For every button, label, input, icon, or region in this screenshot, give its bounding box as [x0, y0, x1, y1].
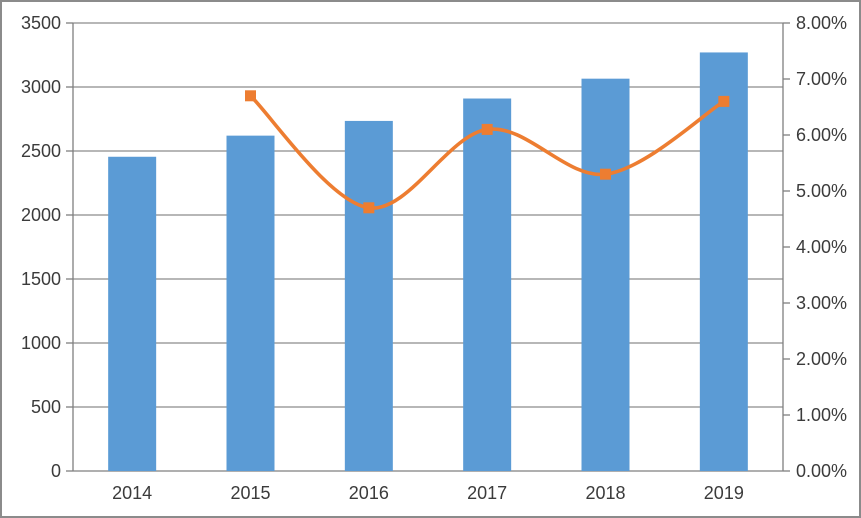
- bar: [108, 156, 157, 471]
- bar: [581, 78, 630, 472]
- right-axis-tick-label: 6.00%: [796, 125, 847, 145]
- right-axis-tick-label: 2.00%: [796, 349, 847, 369]
- left-axis-tick-label: 1500: [21, 269, 61, 289]
- left-axis-tick-label: 3000: [21, 77, 61, 97]
- left-axis-tick-label: 2000: [21, 205, 61, 225]
- x-axis-category-label: 2017: [467, 483, 507, 503]
- line-marker: [481, 123, 493, 135]
- line-marker: [363, 202, 375, 214]
- x-axis-category-label: 2015: [230, 483, 270, 503]
- left-axis-tick-label: 1000: [21, 333, 61, 353]
- bar: [344, 120, 393, 472]
- line-marker: [718, 95, 730, 107]
- x-axis-category-label: 2014: [112, 483, 152, 503]
- line-marker: [600, 168, 611, 180]
- right-axis-tick-label: 3.00%: [796, 293, 847, 313]
- right-axis-tick-label: 0.00%: [796, 461, 847, 481]
- bar: [463, 98, 512, 472]
- bar: [699, 52, 748, 471]
- left-axis-tick-label: 2500: [21, 141, 61, 161]
- bar: [226, 135, 275, 471]
- line-marker: [245, 90, 256, 102]
- right-axis-tick-label: 1.00%: [796, 405, 847, 425]
- left-axis-tick-label: 0: [51, 461, 61, 481]
- x-axis-category-label: 2018: [585, 483, 625, 503]
- left-axis-tick-label: 500: [31, 397, 61, 417]
- right-axis-tick-label: 8.00%: [796, 13, 847, 33]
- right-axis-tick-label: 5.00%: [796, 181, 847, 201]
- left-axis-tick-label: 3500: [21, 13, 61, 33]
- right-axis-tick-label: 7.00%: [796, 69, 847, 89]
- x-axis-category-label: 2016: [349, 483, 389, 503]
- x-axis-category-label: 2019: [704, 483, 744, 503]
- right-axis-tick-label: 4.00%: [796, 237, 847, 257]
